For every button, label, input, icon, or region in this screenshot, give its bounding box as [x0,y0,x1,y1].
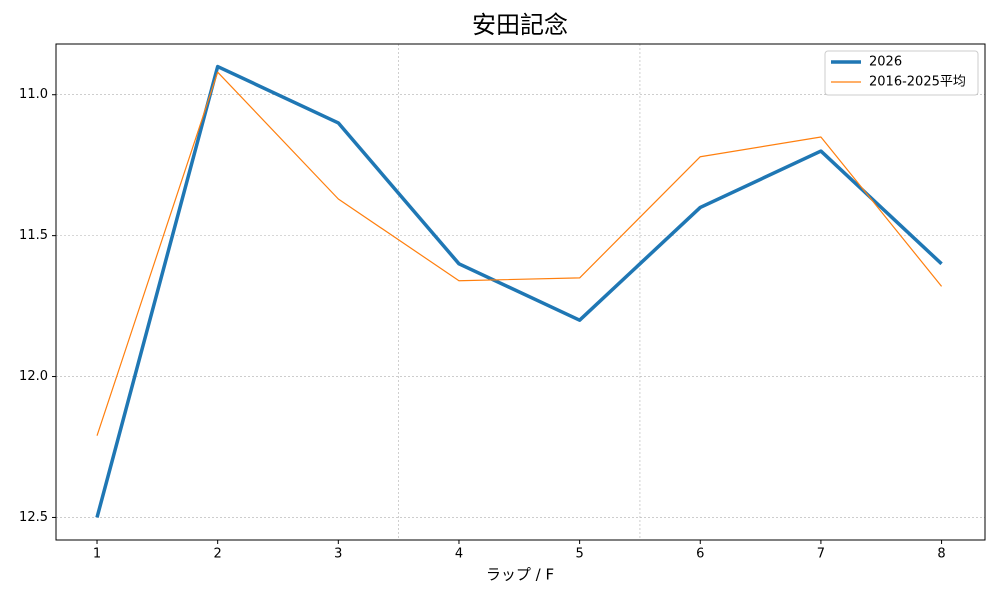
x-tick-label: 7 [817,547,825,562]
x-tick-label: 3 [334,547,342,562]
y-tick-label: 12.0 [19,369,48,384]
chart-title: 安田記念 [472,11,568,39]
series-line [96,71,943,436]
y-tick-label: 12.5 [19,510,48,525]
x-tick-label: 6 [696,547,704,562]
legend-label: 2016-2025平均 [869,75,966,90]
x-tick-label: 4 [455,547,463,562]
y-tick-label: 11.5 [19,228,48,243]
plot-frame [55,43,986,541]
series-line [95,64,943,518]
x-tick-label: 1 [93,547,101,562]
legend-label: 2026 [869,55,902,70]
x-tick-label: 2 [214,547,222,562]
x-axis-label: ラップ / F [486,566,554,584]
y-tick-label: 11.0 [19,87,48,102]
x-tick-label: 5 [575,547,583,562]
legend-box [824,50,979,96]
x-tick-label: 8 [937,547,945,562]
